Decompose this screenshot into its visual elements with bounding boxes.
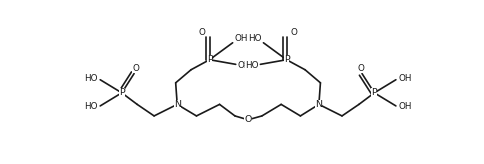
Text: P: P bbox=[371, 88, 377, 97]
Text: HO: HO bbox=[84, 102, 98, 111]
Text: P: P bbox=[207, 55, 212, 64]
Text: O: O bbox=[357, 64, 364, 73]
Text: O: O bbox=[198, 28, 205, 37]
Text: N: N bbox=[174, 100, 181, 109]
Text: OH: OH bbox=[237, 61, 251, 70]
Text: P: P bbox=[284, 55, 289, 64]
Text: OH: OH bbox=[398, 74, 412, 83]
Text: OH: OH bbox=[234, 34, 248, 43]
Text: O: O bbox=[132, 64, 139, 73]
Text: HO: HO bbox=[84, 74, 98, 83]
Text: P: P bbox=[119, 88, 125, 97]
Text: HO: HO bbox=[248, 34, 262, 43]
Text: HO: HO bbox=[245, 61, 259, 70]
Text: O: O bbox=[291, 28, 298, 37]
Text: N: N bbox=[316, 100, 322, 109]
Text: OH: OH bbox=[398, 102, 412, 111]
Text: O: O bbox=[244, 115, 252, 124]
